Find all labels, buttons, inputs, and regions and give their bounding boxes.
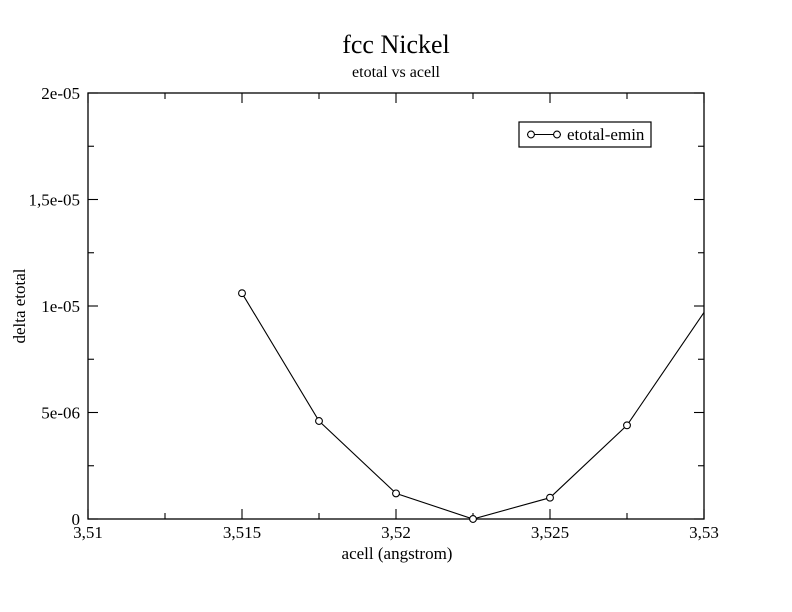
data-point-marker bbox=[546, 493, 554, 502]
y-tick-label: 2e-05 bbox=[41, 84, 80, 103]
data-point-marker bbox=[315, 417, 323, 425]
legend-label: etotal-emin bbox=[567, 125, 645, 144]
y-tick-label: 1,5e-05 bbox=[29, 191, 80, 210]
y-axis-label: delta etotal bbox=[10, 268, 29, 343]
legend: etotal-emin bbox=[518, 121, 652, 148]
axis-ticks bbox=[87, 92, 705, 520]
legend-marker-icon bbox=[527, 130, 535, 139]
y-tick-label: 1e-05 bbox=[41, 297, 80, 316]
chart-title: fcc Nickel bbox=[342, 30, 450, 59]
data-point-marker bbox=[238, 289, 246, 298]
data-point-marker bbox=[392, 489, 400, 498]
data-point-marker bbox=[469, 515, 477, 523]
x-tick-label: 3,525 bbox=[531, 523, 569, 542]
data-point-marker bbox=[623, 421, 631, 430]
legend-marker-icon bbox=[553, 130, 561, 139]
y-tick-label: 5e-06 bbox=[41, 404, 80, 423]
axis-tick-labels: 3,51 3,515 3,52 3,525 3,53 0 5e-06 1e-05 1,5e-05… bbox=[29, 84, 719, 542]
chart-subtitle: etotal vs acell bbox=[352, 64, 441, 81]
x-tick-label: 3,52 bbox=[381, 523, 411, 542]
x-axis-label: acell (angstrom) bbox=[342, 544, 453, 563]
x-tick-label: 3,53 bbox=[689, 523, 719, 542]
data-series bbox=[238, 289, 705, 523]
x-tick-label: 3,51 bbox=[73, 523, 103, 542]
y-tick-label: 0 bbox=[72, 510, 81, 529]
x-tick-label: 3,515 bbox=[223, 523, 261, 542]
